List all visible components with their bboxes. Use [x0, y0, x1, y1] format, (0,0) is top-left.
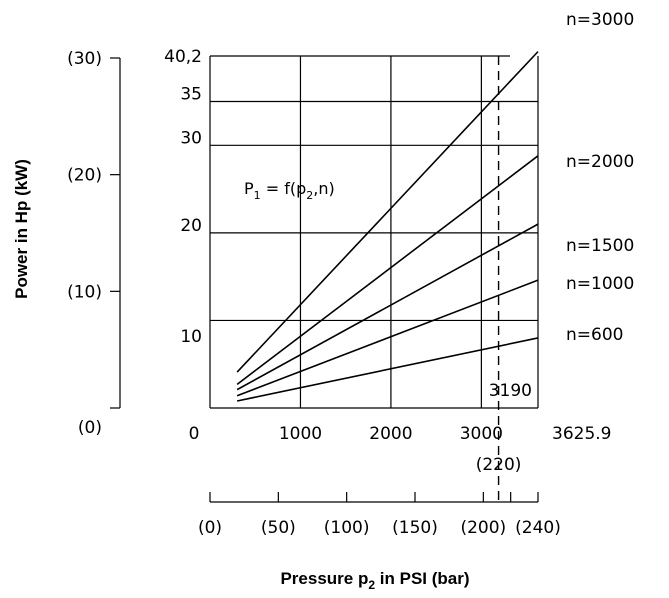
x-tick-label: 1000	[279, 424, 322, 444]
bar-tick-label: (100)	[324, 518, 370, 538]
series-labels: n=3000 n=2000 n=1500 n=1000 n=600	[566, 10, 634, 345]
kw-tick-label: (0)	[78, 418, 102, 438]
series-line-n-1000	[236, 279, 539, 397]
kw-axis	[110, 57, 121, 409]
kw-tick-label: (30)	[67, 49, 102, 69]
series-lines	[236, 51, 539, 402]
y-tick-label: 30	[180, 128, 202, 148]
bar-tick-label: (150)	[392, 518, 438, 538]
x-tick-label: 3000	[460, 424, 503, 444]
y-tick-label: 40,2	[164, 47, 202, 67]
kw-tick-label: (20)	[67, 166, 102, 186]
series-label-n-1000: n=1000	[566, 274, 634, 294]
series-label-n-600: n=600	[566, 325, 623, 345]
bar-tick-label: (0)	[198, 518, 222, 538]
bar-tick-label: (50)	[261, 518, 296, 538]
marker-psi-label: 3190	[489, 381, 532, 401]
series-label-n-3000: n=3000	[566, 10, 634, 30]
x-axis-title: Pressure p2 in PSI (bar)	[280, 569, 469, 592]
bar-axis	[209, 492, 539, 503]
x-tick-label: 3625.9	[552, 424, 611, 444]
formula-label: P1 = f(p2,n)	[244, 179, 335, 202]
series-label-n-1500: n=1500	[566, 236, 634, 256]
y-tick-label: 10	[180, 327, 202, 347]
y-tick-label: 35	[180, 85, 202, 105]
series-line-n-600	[236, 337, 539, 402]
bar-tick-labels: (0) (50) (100) (150) (200) (240)	[198, 518, 561, 538]
bar-tick-label: (240)	[515, 518, 561, 538]
kw-tick-label: (10)	[67, 282, 102, 302]
series-line-n-1500	[236, 223, 539, 391]
series-line-n-2000	[236, 155, 539, 385]
series-line-n-3000	[236, 51, 539, 373]
y-tick-labels: 10 20 30 35 40,2	[164, 47, 202, 347]
series-label-n-2000: n=2000	[566, 152, 634, 172]
x-tick-label: 2000	[369, 424, 412, 444]
marker-bar-label: (220)	[476, 455, 522, 475]
bar-tick-label: (200)	[460, 518, 506, 538]
x-tick-label: 0	[189, 424, 200, 444]
y-axis-title: Power in Hp (kW)	[12, 159, 31, 299]
grid	[209, 55, 539, 409]
y-tick-label: 20	[180, 216, 202, 236]
x-tick-labels: 0 1000 2000 3000 3625.9	[189, 424, 612, 444]
kw-tick-labels: (0) (10) (20) (30)	[67, 49, 102, 438]
